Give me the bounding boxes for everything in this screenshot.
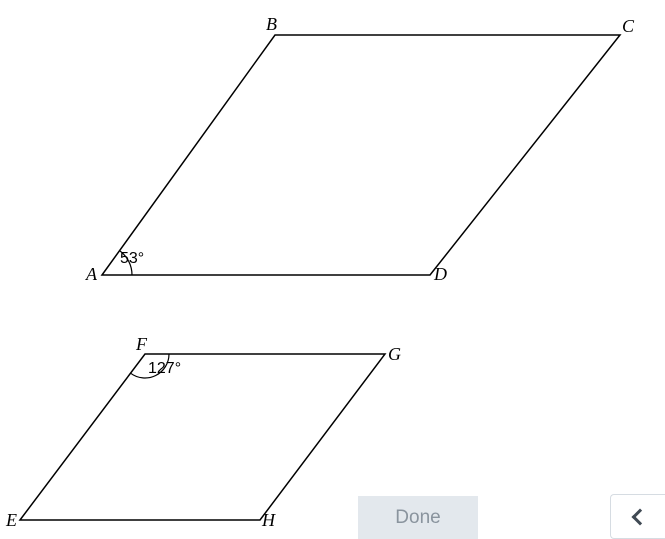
- chevron-left-button[interactable]: [610, 494, 665, 539]
- done-button[interactable]: Done: [358, 496, 478, 539]
- geometry-diagram: [0, 0, 665, 539]
- chevron-left-icon: [632, 508, 649, 525]
- parallelogram-efgh: [20, 354, 385, 520]
- parallelogram-abcd: [102, 35, 620, 275]
- done-button-label: Done: [395, 507, 440, 529]
- angle-arc-a: [120, 251, 132, 275]
